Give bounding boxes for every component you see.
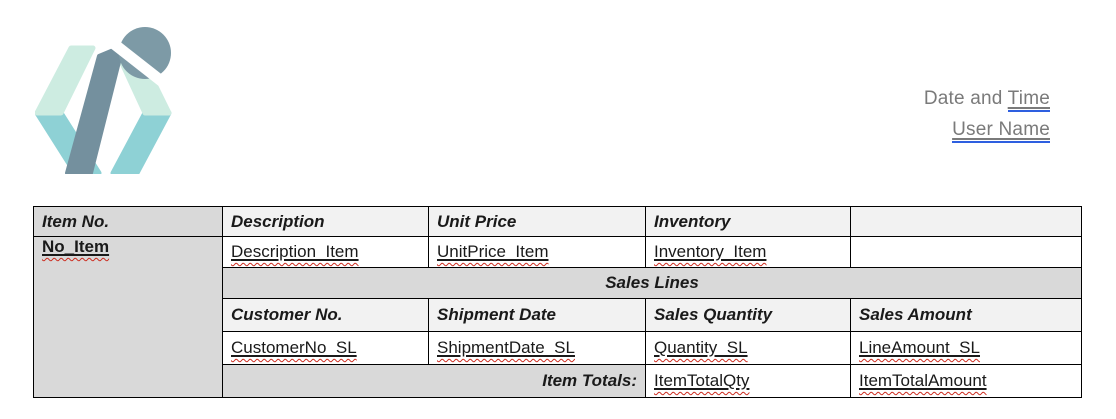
sales-lines-title-row: Sales Lines (34, 267, 1082, 299)
field-itemtotalqty[interactable]: ItemTotalQty (654, 371, 750, 390)
item-field-row: No_Item Description_Item UnitPrice_Item … (33, 236, 1082, 398)
field-unitprice-item[interactable]: UnitPrice_Item (437, 242, 549, 261)
col-header-item-no: Item No. (33, 206, 223, 237)
time-field[interactable]: Time (1007, 88, 1050, 112)
field-cell-total-qty: ItemTotalQty (645, 364, 851, 398)
field-cell-empty (850, 236, 1082, 268)
company-logo (35, 27, 175, 174)
col-header-description: Description (222, 206, 429, 237)
col-header-customer-no: Customer No. (222, 298, 429, 332)
field-cell-unit-price: UnitPrice_Item (428, 236, 646, 268)
col-header-sales-quantity: Sales Quantity (645, 298, 851, 332)
field-no-item[interactable]: No_Item (42, 237, 110, 257)
col-header-sales-amount: Sales Amount (850, 298, 1082, 332)
col-header-shipment-date: Shipment Date (428, 298, 646, 332)
item-header-row: Item No. Description Unit Price Inventor… (33, 206, 1082, 237)
field-cell-item-no: No_Item (33, 236, 223, 398)
item-totals-label: Item Totals: (222, 364, 646, 398)
report-header-fields: Date and Time User Name (924, 83, 1050, 145)
sales-lines-header-row: Customer No. Shipment Date Sales Quantit… (34, 298, 1082, 332)
field-shipmentdate-sl[interactable]: ShipmentDate_SL (437, 338, 575, 357)
field-cell-quantity: Quantity_SL (645, 331, 851, 365)
date-time-line: Date and Time (924, 83, 1050, 114)
field-cell-shipment-date: ShipmentDate_SL (428, 331, 646, 365)
col-header-empty (850, 206, 1082, 237)
field-cell-description: Description_Item (222, 236, 429, 268)
field-inventory-item[interactable]: Inventory_Item (654, 242, 767, 261)
field-itemtotalamount[interactable]: ItemTotalAmount (859, 371, 987, 390)
field-cell-total-amount: ItemTotalAmount (850, 364, 1082, 398)
field-description-item[interactable]: Description_Item (231, 242, 359, 261)
field-quantity-sl[interactable]: Quantity_SL (654, 338, 748, 357)
field-cell-customer-no: CustomerNo_SL (222, 331, 429, 365)
user-name-field[interactable]: User Name (952, 119, 1050, 143)
user-name-line: User Name (924, 114, 1050, 145)
field-customerno-sl[interactable]: CustomerNo_SL (231, 338, 357, 357)
field-lineamount-sl[interactable]: LineAmount_SL (859, 338, 980, 357)
item-report-table: Item No. Description Unit Price Inventor… (33, 206, 1082, 398)
logo-dot (119, 27, 171, 79)
col-header-unit-price: Unit Price (428, 206, 646, 237)
field-cell-inventory: Inventory_Item (645, 236, 851, 268)
sales-lines-title: Sales Lines (222, 267, 1082, 299)
col-header-inventory: Inventory (645, 206, 851, 237)
item-totals-row: Item Totals: ItemTotalQty ItemTotalAmoun… (34, 364, 1082, 398)
date-time-prefix: Date and (923, 88, 1008, 109)
field-cell-line-amount: LineAmount_SL (850, 331, 1082, 365)
